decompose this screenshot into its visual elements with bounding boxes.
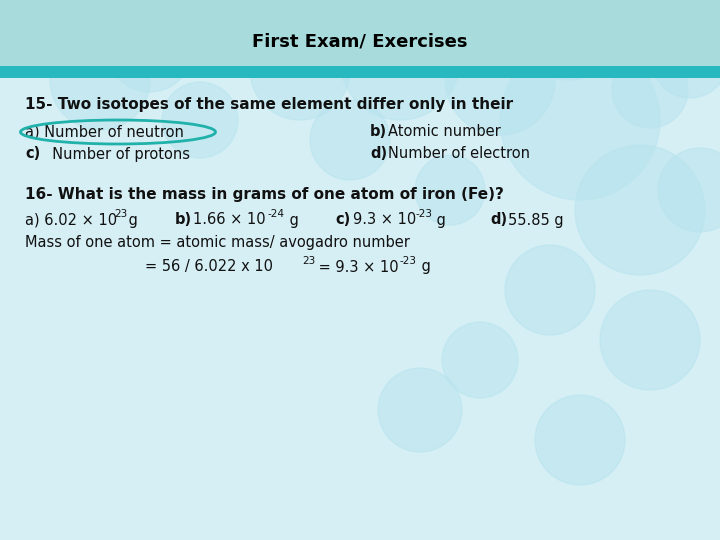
Text: First Exam/ Exercises: First Exam/ Exercises bbox=[252, 33, 468, 51]
Circle shape bbox=[108, 8, 192, 92]
Circle shape bbox=[310, 100, 390, 180]
Text: 23: 23 bbox=[114, 209, 127, 219]
Text: g: g bbox=[417, 260, 431, 274]
Text: b): b) bbox=[175, 213, 192, 227]
Circle shape bbox=[255, 0, 345, 75]
Text: 16- What is the mass in grams of one atom of iron (Fe)?: 16- What is the mass in grams of one ato… bbox=[25, 187, 504, 202]
Circle shape bbox=[442, 322, 518, 398]
Circle shape bbox=[658, 148, 720, 232]
Text: Number of electron: Number of electron bbox=[388, 146, 530, 161]
Text: g: g bbox=[285, 213, 299, 227]
Text: 23: 23 bbox=[302, 256, 315, 266]
Circle shape bbox=[505, 245, 595, 335]
Text: a) 6.02 × 10: a) 6.02 × 10 bbox=[25, 213, 117, 227]
Circle shape bbox=[612, 52, 688, 128]
Text: -24: -24 bbox=[268, 209, 285, 219]
Circle shape bbox=[500, 40, 660, 200]
Circle shape bbox=[575, 145, 705, 275]
Circle shape bbox=[390, 0, 470, 70]
Text: d): d) bbox=[490, 213, 507, 227]
Circle shape bbox=[445, 25, 555, 135]
Text: Mass of one atom = atomic mass/ avogadro number: Mass of one atom = atomic mass/ avogadro… bbox=[25, 235, 410, 251]
Text: 1.66 × 10: 1.66 × 10 bbox=[193, 213, 266, 227]
Text: Number of protons: Number of protons bbox=[43, 146, 190, 161]
Text: g: g bbox=[432, 213, 446, 227]
Text: b): b) bbox=[370, 125, 387, 139]
Text: c): c) bbox=[335, 213, 350, 227]
Circle shape bbox=[162, 82, 238, 158]
Text: d): d) bbox=[370, 146, 387, 161]
Text: a) Number of neutron: a) Number of neutron bbox=[25, 125, 184, 139]
Text: = 56 / 6.022 x 10: = 56 / 6.022 x 10 bbox=[145, 260, 273, 274]
Circle shape bbox=[5, 0, 95, 75]
Circle shape bbox=[415, 155, 485, 225]
Text: -23: -23 bbox=[415, 209, 432, 219]
Text: Atomic number: Atomic number bbox=[388, 125, 500, 139]
Circle shape bbox=[652, 22, 720, 98]
Circle shape bbox=[250, 20, 350, 120]
Circle shape bbox=[520, 0, 620, 80]
Text: 9.3 × 10: 9.3 × 10 bbox=[353, 213, 416, 227]
FancyBboxPatch shape bbox=[0, 0, 720, 70]
Circle shape bbox=[50, 30, 150, 130]
Text: c): c) bbox=[25, 146, 40, 161]
Text: -23: -23 bbox=[400, 256, 417, 266]
Text: 55.85 g: 55.85 g bbox=[508, 213, 564, 227]
Circle shape bbox=[378, 368, 462, 452]
Text: g: g bbox=[124, 213, 138, 227]
Circle shape bbox=[535, 395, 625, 485]
FancyBboxPatch shape bbox=[0, 66, 720, 78]
Text: = 9.3 × 10: = 9.3 × 10 bbox=[314, 260, 399, 274]
Text: 15- Two isotopes of the same element differ only in their: 15- Two isotopes of the same element dif… bbox=[25, 98, 513, 112]
Circle shape bbox=[600, 290, 700, 390]
Circle shape bbox=[340, 0, 460, 120]
